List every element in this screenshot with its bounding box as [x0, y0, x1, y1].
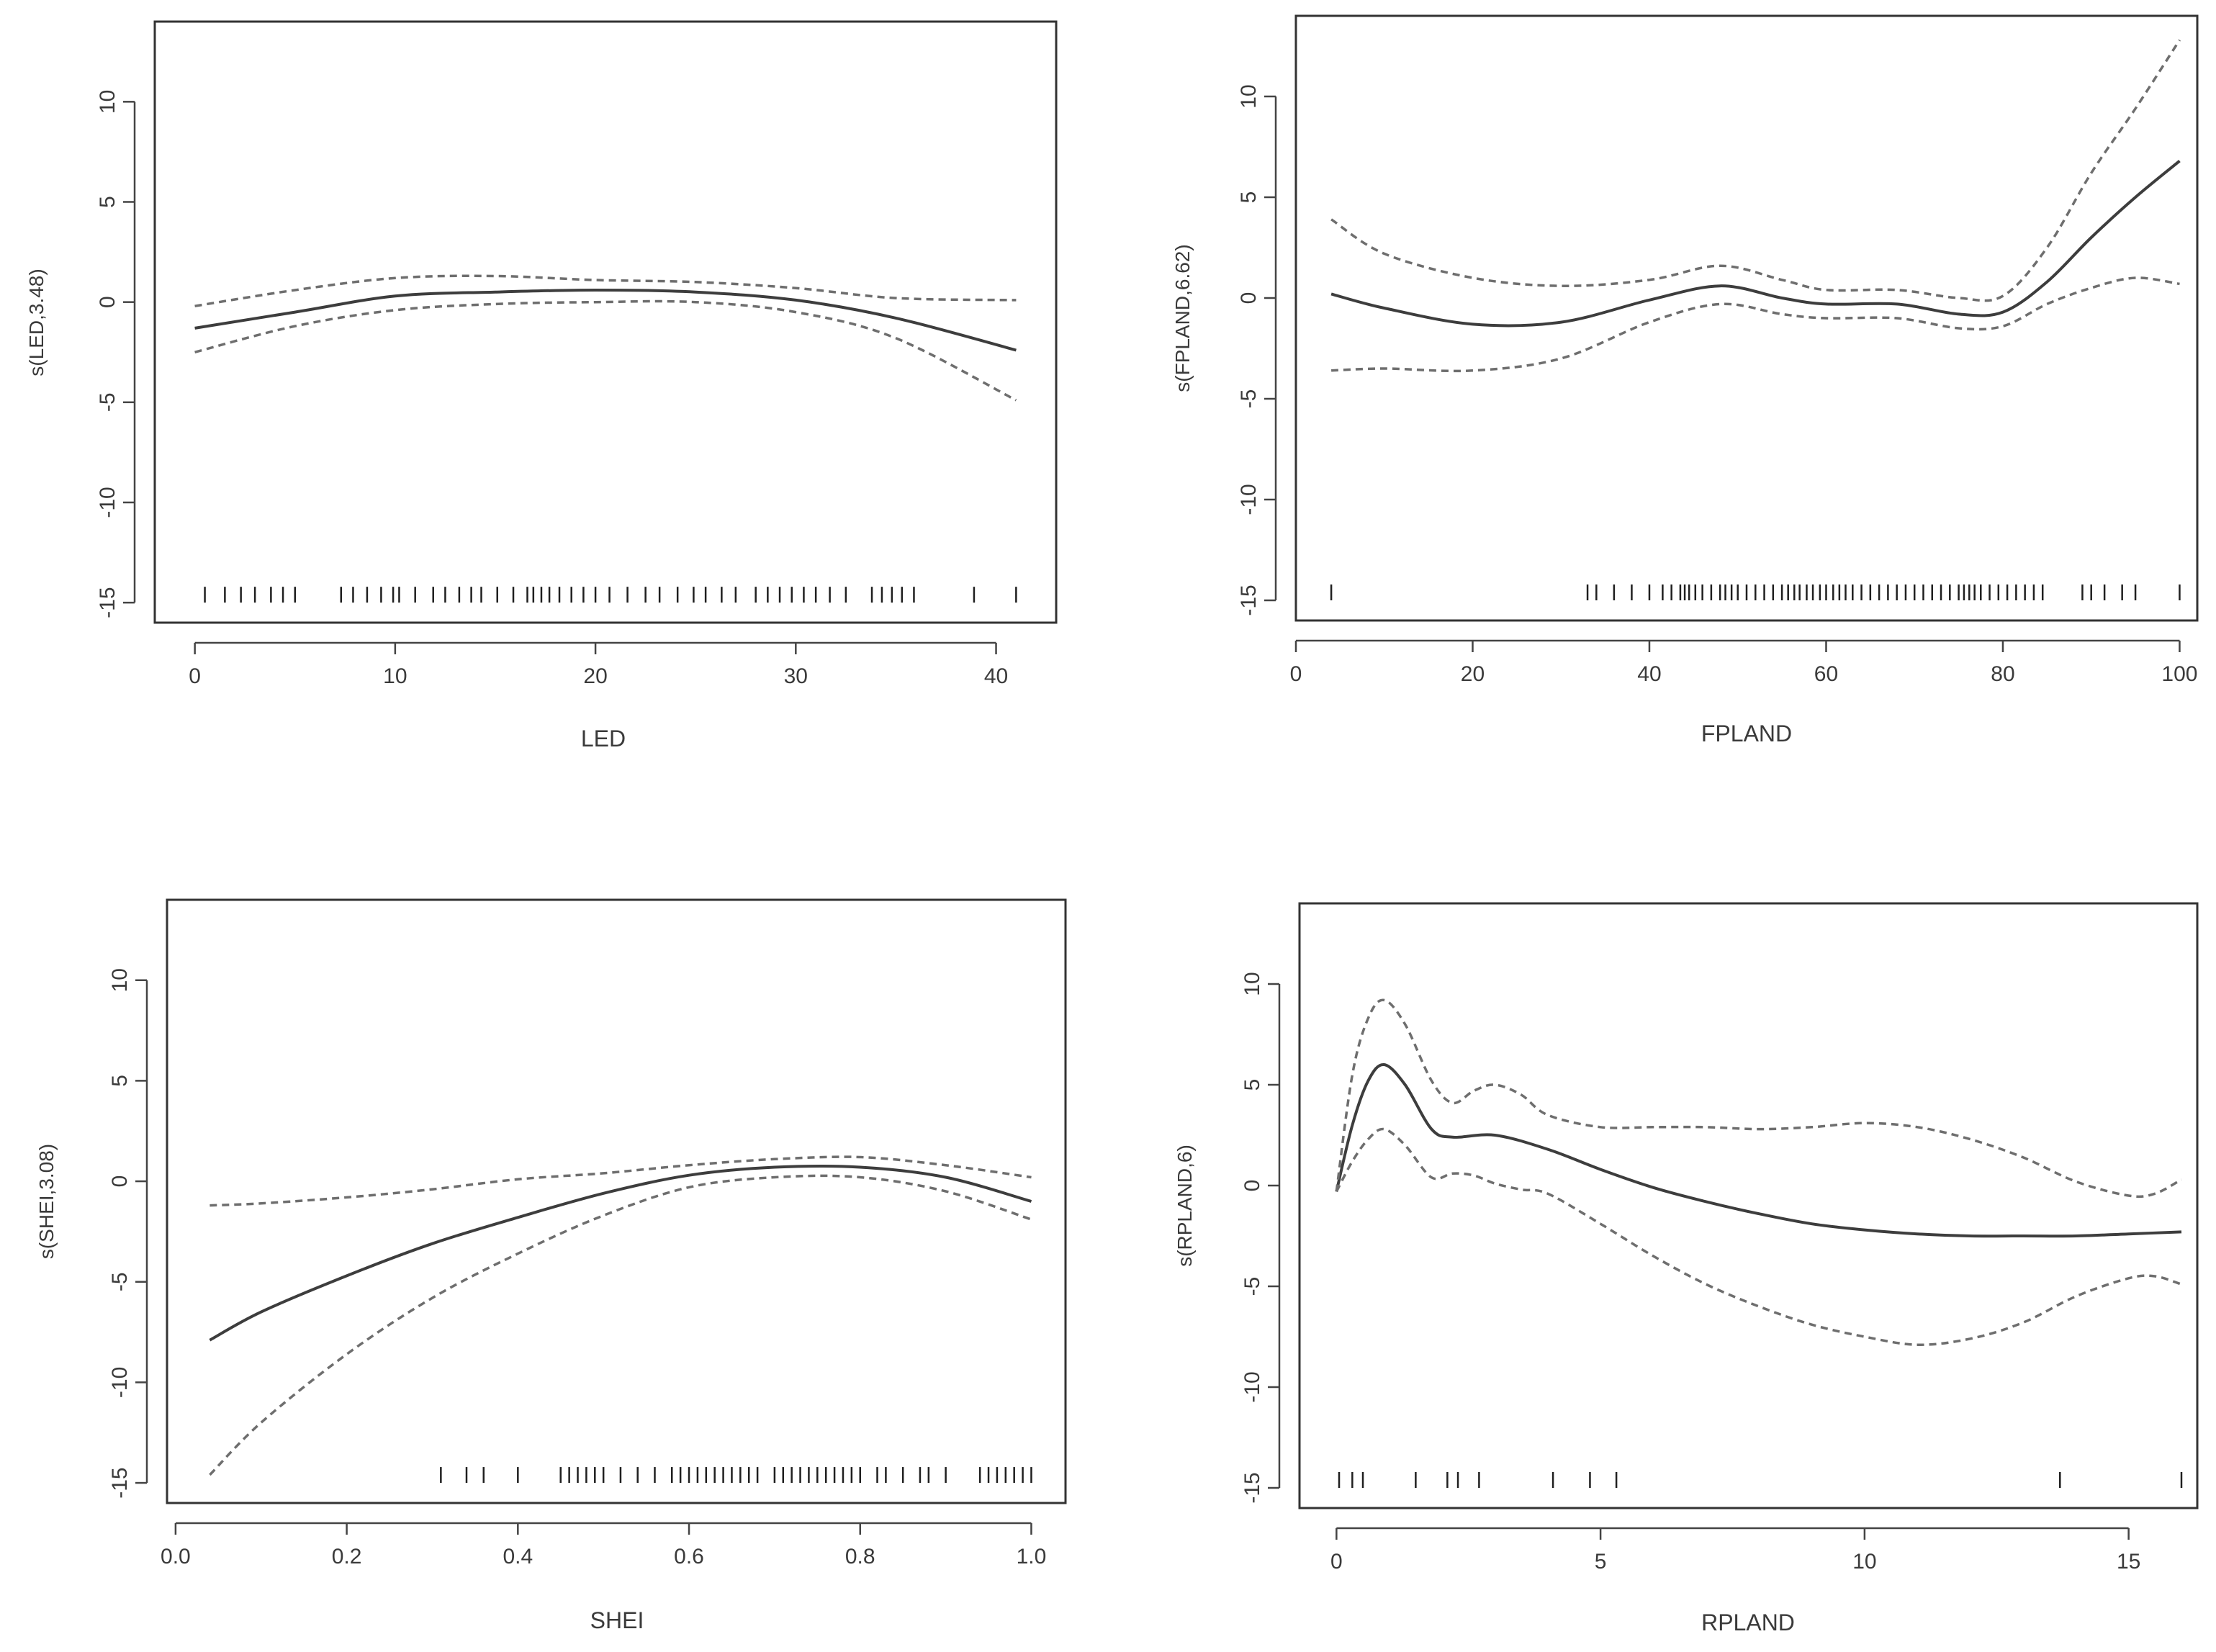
upper-band-line-fpland: [1330, 39, 2181, 302]
x-tick-label-shei: 0.0: [161, 1545, 191, 1569]
upper-band-line-shei: [210, 1155, 1032, 1207]
curves-led: [194, 274, 1017, 402]
y-axis-title-led: s(LED,3.48): [25, 268, 48, 376]
upper-band-line-led: [194, 274, 1017, 307]
y-axis-title-shei: s(SHEI,3.08): [35, 1144, 58, 1259]
y-tick-label-rpland: 10: [1240, 972, 1264, 996]
x-tick-label-shei: 1.0: [1017, 1545, 1047, 1569]
curves-fpland: [1330, 39, 2181, 373]
lower-band-line-rpland: [1335, 1127, 2182, 1346]
y-tick-label-rpland: 5: [1240, 1079, 1264, 1091]
x-tick-label-shei: 0.8: [845, 1545, 875, 1569]
y-tick-label-fpland: 10: [1237, 84, 1261, 108]
rug-led: [204, 587, 1017, 603]
x-tick-label-led: 10: [383, 664, 407, 688]
y-tick-label-rpland: -5: [1240, 1277, 1264, 1296]
x-axis-title-rpland: RPLAND: [1701, 1610, 1795, 1635]
rug-fpland: [1330, 584, 2181, 600]
y-tick-label-led: -10: [96, 487, 120, 518]
y-tick-label-fpland: -10: [1237, 484, 1261, 515]
panel-shei: -15 -10 -5 0 5 10 0.0 0.2 0.4 0.6 0.8 1.0 SHEI s(S…: [35, 898, 1067, 1633]
x-tick-label-led: 20: [583, 664, 607, 688]
x-axis-led: 0 10 20 30 40: [189, 641, 1008, 688]
x-tick-label-fpland: 20: [1461, 662, 1485, 686]
y-tick-label-rpland: 0: [1240, 1180, 1264, 1192]
x-tick-label-led: 0: [189, 664, 201, 688]
fit-line-rpland: [1335, 1062, 2182, 1238]
curves-shei: [209, 1155, 1032, 1476]
x-tick-label-rpland: 15: [2117, 1550, 2140, 1574]
y-axis-fpland: -15 -10 -5 0 5 10: [1237, 84, 1277, 616]
lower-band-line-led: [194, 299, 1017, 402]
x-tick-label-shei: 0.2: [332, 1545, 362, 1569]
fit-line-led: [194, 288, 1017, 352]
y-tick-label-led: -15: [96, 587, 120, 618]
x-axis-rpland: 0 5 10 15: [1330, 1527, 2140, 1574]
x-axis-title-fpland: FPLAND: [1701, 721, 1792, 746]
x-axis-shei: 0.0 0.2 0.4 0.6 0.8 1.0: [161, 1522, 1047, 1569]
x-tick-label-fpland: 0: [1290, 662, 1302, 686]
curves-rpland: [1335, 998, 2182, 1346]
x-tick-label-fpland: 60: [1814, 662, 1838, 686]
plot-frame-shei: [166, 898, 1067, 1504]
y-axis-title-fpland: s(FPLAND,6.62): [1171, 244, 1194, 392]
x-axis-title-led: LED: [581, 726, 626, 751]
upper-band-line-rpland: [1335, 998, 2182, 1199]
plot-frame-rpland: [1298, 902, 2199, 1509]
x-tick-label-fpland: 80: [1991, 662, 2014, 686]
rug-shei: [440, 1467, 1032, 1484]
y-tick-label-led: 0: [96, 296, 120, 308]
x-axis-title-shei: SHEI: [590, 1607, 644, 1633]
fit-line-shei: [209, 1164, 1032, 1342]
x-tick-label-led: 30: [784, 664, 808, 688]
y-tick-label-rpland: -10: [1240, 1371, 1264, 1402]
y-tick-label-fpland: 5: [1237, 191, 1261, 204]
x-tick-label-fpland: 100: [2161, 662, 2197, 686]
y-tick-label-rpland: -15: [1240, 1472, 1264, 1503]
y-axis-led: -15 -10 -5 0 5 10: [96, 90, 136, 618]
y-tick-label-shei: -10: [108, 1367, 132, 1398]
y-axis-shei: -15 -10 -5 0 5 10: [108, 968, 148, 1499]
x-tick-label-shei: 0.4: [503, 1545, 533, 1569]
x-tick-label-rpland: 5: [1595, 1550, 1607, 1574]
y-tick-label-shei: -15: [108, 1467, 132, 1498]
y-tick-label-led: 10: [96, 90, 120, 114]
y-tick-label-shei: 5: [108, 1075, 132, 1087]
y-tick-label-fpland: -15: [1237, 584, 1261, 615]
panel-led: -15 -10 -5 0 5 10 0 10 20 30 40 LED s(LED,3.48): [25, 20, 1058, 751]
y-axis-rpland: -15 -10 -5 0 5 10: [1240, 972, 1281, 1504]
x-tick-label-shei: 0.6: [674, 1545, 704, 1569]
y-tick-label-fpland: -5: [1237, 389, 1261, 409]
x-tick-label-fpland: 40: [1637, 662, 1661, 686]
y-tick-label-led: 5: [96, 196, 120, 208]
y-tick-label-shei: -5: [108, 1272, 132, 1291]
panel-fpland: -15 -10 -5 0 5 10 0 20 40 60 80 100 FPLAND s(FPLAN…: [1171, 14, 2199, 746]
lower-band-line-shei: [209, 1174, 1032, 1476]
fit-line-fpland: [1330, 160, 2181, 328]
y-tick-label-led: -5: [96, 392, 120, 412]
y-tick-label-fpland: 0: [1237, 292, 1261, 304]
lower-band-line-fpland: [1331, 276, 2180, 373]
x-tick-label-rpland: 0: [1330, 1550, 1343, 1574]
x-tick-label-led: 40: [984, 664, 1008, 688]
plot-frame-fpland: [1294, 14, 2199, 622]
plot-frame-led: [153, 20, 1058, 624]
x-axis-fpland: 0 20 40 60 80 100: [1290, 639, 2197, 686]
y-tick-label-shei: 10: [108, 968, 132, 992]
y-axis-title-rpland: s(RPLAND,6): [1174, 1145, 1196, 1267]
panel-rpland: -15 -10 -5 0 5 10 0 5 10 15 RPLAND s(RPLAND,6): [1174, 902, 2199, 1635]
y-tick-label-shei: 0: [108, 1175, 132, 1188]
rug-rpland: [1338, 1472, 2183, 1488]
x-tick-label-rpland: 10: [1852, 1550, 1876, 1574]
